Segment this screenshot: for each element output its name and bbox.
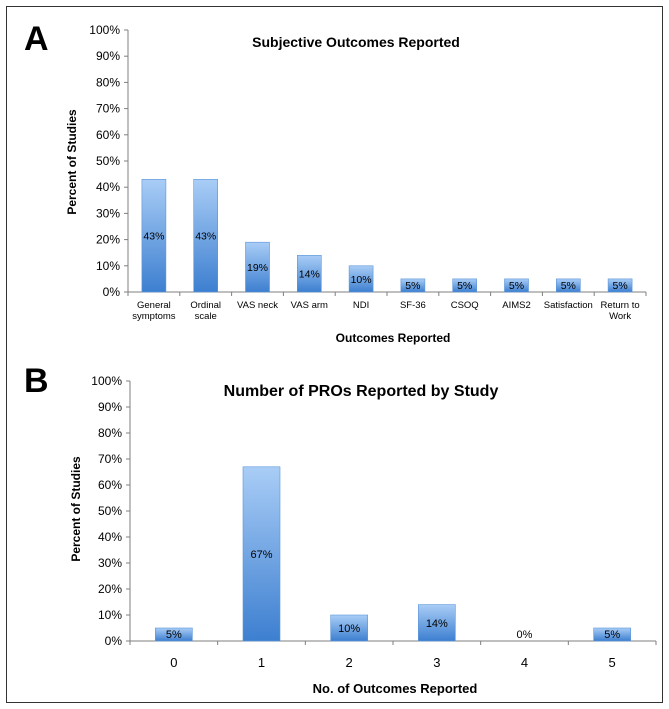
chart-b-category-label: 1 xyxy=(258,655,265,670)
chart-b-y-tick-label: 30% xyxy=(98,556,122,570)
chart-a-ylabel: Percent of Studies xyxy=(65,109,79,215)
chart-a-data-label: 43% xyxy=(195,231,216,243)
chart-a-data-label: 5% xyxy=(613,280,628,292)
chart-a-y-tick-label: 30% xyxy=(96,206,120,220)
chart-b-category-label: 3 xyxy=(433,655,440,670)
chart-a-category-label: NDI xyxy=(353,300,369,311)
chart-b-y-tick-label: 40% xyxy=(98,530,122,544)
chart-b-ylabel: Percent of Studies xyxy=(69,456,83,562)
chart-b-data-label: 0% xyxy=(517,629,533,641)
chart-b-bar xyxy=(330,614,368,642)
chart-a-y-tick-label: 90% xyxy=(96,49,120,63)
chart-b-bar xyxy=(593,627,631,642)
chart-a-y-tick-label: 10% xyxy=(96,259,120,273)
chart-b-title: Number of PROs Reported by Study xyxy=(224,383,499,400)
chart-a-category-label: Satisfaction xyxy=(544,300,593,311)
chart-a-data-label: 5% xyxy=(561,280,576,292)
chart-a-bar xyxy=(452,278,478,293)
chart-a-plot: 0% 10% 20% 30% 40% 50% 60% 70% 80% 90% 100% 43% Gene… xyxy=(89,23,647,322)
chart-b-data-label: 14% xyxy=(426,618,448,630)
chart-a-y-tick-label: 80% xyxy=(96,75,120,89)
chart-a-bar xyxy=(193,179,218,293)
chart-a-y-tick-label: 50% xyxy=(96,154,120,168)
chart-a-data-label: 5% xyxy=(405,280,420,292)
chart-a-category-label: AIMS2 xyxy=(502,300,531,311)
chart-a-bar xyxy=(504,278,529,293)
panel-a: A Subjective Outcomes Reported Percent o… xyxy=(24,20,647,345)
chart-a-data-label: 43% xyxy=(143,231,164,243)
chart-a-y-tick-label: 40% xyxy=(96,180,120,194)
chart-b-y-tick-label: 80% xyxy=(98,426,122,440)
chart-b-bar xyxy=(242,466,281,642)
panel-b: B Number of PROs Reported by Study Perce… xyxy=(24,362,657,696)
chart-b-y-tick-label: 20% xyxy=(98,582,122,596)
chart-a-category-label: VAS arm xyxy=(291,300,328,311)
chart-a-category-label: CSOQ xyxy=(451,300,479,311)
chart-b-category-label: 0 xyxy=(170,655,177,670)
chart-b-bar xyxy=(418,604,456,642)
chart-a-y-tick-label: 70% xyxy=(96,102,120,116)
chart-b-data-label: 5% xyxy=(166,629,182,641)
chart-a-bar xyxy=(607,278,633,293)
chart-a-category-label: Ordinal scale xyxy=(190,300,221,322)
chart-b-category-label: 5 xyxy=(609,655,616,670)
chart-a-y-tick-label: 100% xyxy=(89,23,120,37)
chart-b-y-tick-label: 90% xyxy=(98,400,122,414)
chart-a-category-label: VAS neck xyxy=(237,300,278,311)
chart-b-y-tick-label: 0% xyxy=(105,634,123,648)
chart-a-y-tick-label: 0% xyxy=(103,285,121,299)
chart-b-y-tick-label: 70% xyxy=(98,452,122,466)
chart-a-category-label: SF-36 xyxy=(400,300,426,311)
chart-b-category-label: 2 xyxy=(346,655,353,670)
chart-a-category-label: Return to Work xyxy=(601,300,640,322)
chart-a-bar xyxy=(555,278,581,293)
chart-a-data-label: 5% xyxy=(457,280,472,292)
chart-b-data-label: 5% xyxy=(604,629,620,641)
chart-a-data-label: 5% xyxy=(509,280,524,292)
panel-letter-a: A xyxy=(24,20,49,58)
chart-b-data-label: 10% xyxy=(338,623,360,635)
chart-b-bar xyxy=(155,627,193,642)
chart-a-y-tick-label: 20% xyxy=(96,233,120,247)
chart-a-xlabel: Outcomes Reported xyxy=(336,331,451,345)
chart-a-bar xyxy=(245,241,270,293)
chart-a-bar xyxy=(141,179,167,293)
chart-a-bar xyxy=(348,265,374,293)
panel-letter-b: B xyxy=(24,362,49,400)
chart-b-y-tick-label: 50% xyxy=(98,504,122,518)
chart-a-bar xyxy=(296,255,322,293)
chart-a-category-label: General symptoms xyxy=(132,300,176,322)
chart-b-data-label: 67% xyxy=(250,549,272,561)
chart-b-y-tick-label: 100% xyxy=(91,374,122,388)
chart-b-y-tick-label: 10% xyxy=(98,608,122,622)
chart-a-y-tick-label: 60% xyxy=(96,128,120,142)
chart-a-bar xyxy=(400,278,426,293)
chart-a-data-label: 10% xyxy=(351,274,372,286)
chart-a-data-label: 19% xyxy=(247,262,268,274)
chart-b-category-label: 4 xyxy=(521,655,528,670)
chart-b-xlabel: No. of Outcomes Reported xyxy=(313,681,478,696)
chart-a-data-label: 14% xyxy=(299,269,320,281)
chart-b-y-tick-label: 60% xyxy=(98,478,122,492)
chart-a-title: Subjective Outcomes Reported xyxy=(252,34,460,50)
figure-frame xyxy=(6,6,663,703)
chart-b-plot: 0%10%20%30%40%50%60%70%80%90%100%5%067%1… xyxy=(91,374,657,670)
